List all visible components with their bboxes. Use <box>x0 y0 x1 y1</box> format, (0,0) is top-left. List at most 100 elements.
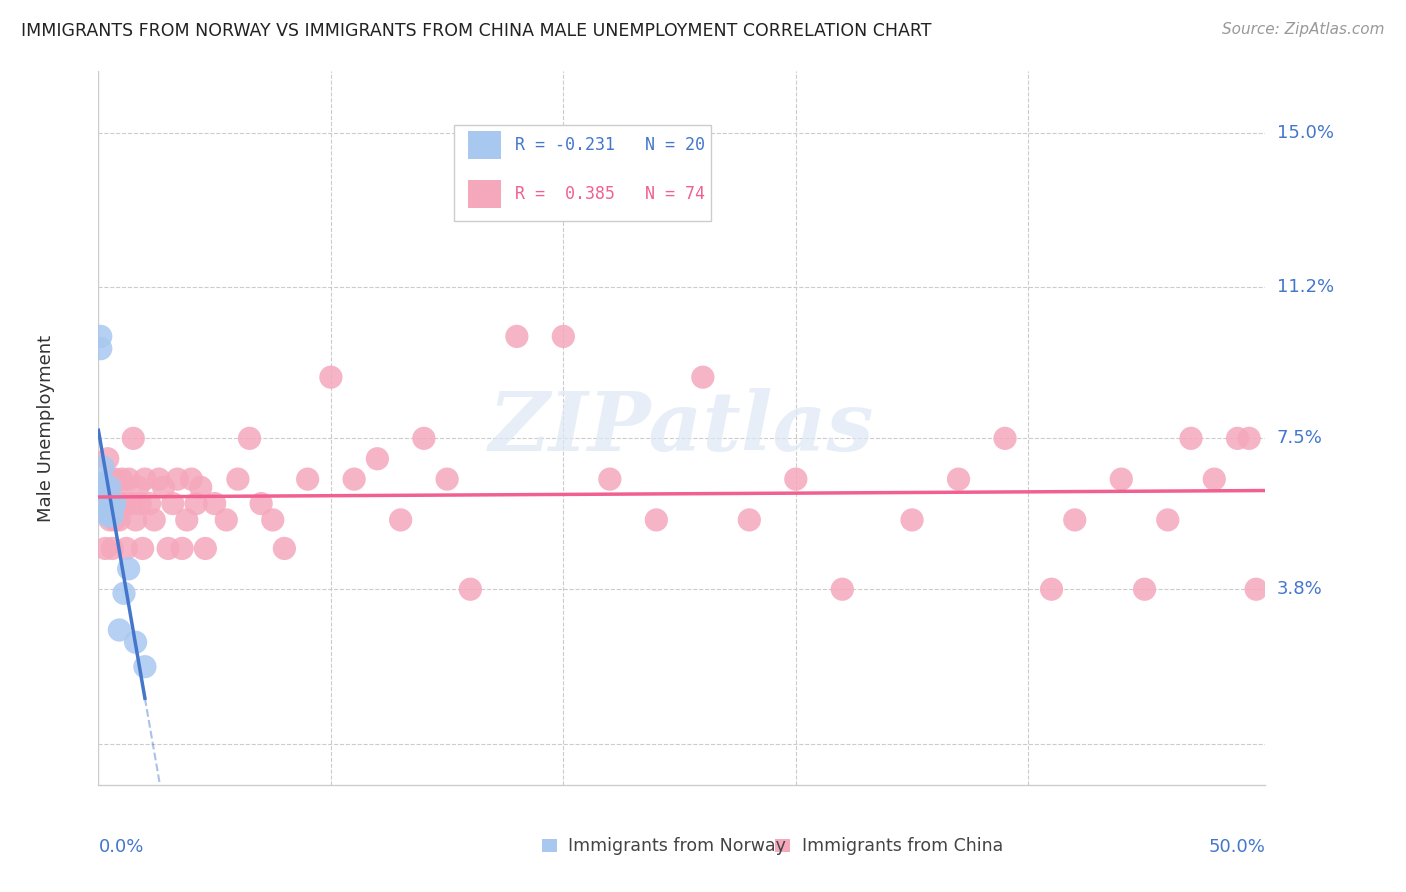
FancyBboxPatch shape <box>454 125 711 221</box>
Text: Immigrants from Norway: Immigrants from Norway <box>568 837 786 855</box>
Point <box>184 497 207 511</box>
Point <box>238 431 260 445</box>
Point <box>90 342 112 356</box>
Point <box>91 497 114 511</box>
Point <box>94 480 117 494</box>
Point <box>1244 582 1267 597</box>
Point <box>127 480 149 494</box>
Point <box>148 472 170 486</box>
Point <box>105 480 128 494</box>
FancyBboxPatch shape <box>468 131 501 159</box>
Text: 50.0%: 50.0% <box>1209 838 1265 856</box>
Point <box>138 497 160 511</box>
Point <box>343 472 366 486</box>
Point <box>101 541 124 556</box>
Point <box>1180 431 1202 445</box>
Point <box>112 497 135 511</box>
Point <box>157 541 180 556</box>
Point <box>117 562 139 576</box>
Point <box>172 541 194 556</box>
Point <box>98 497 121 511</box>
Point <box>98 513 121 527</box>
Point <box>180 472 202 486</box>
Point <box>105 497 128 511</box>
Point <box>98 472 121 486</box>
Point <box>645 513 668 527</box>
Point <box>250 497 273 511</box>
Text: 0.0%: 0.0% <box>98 838 143 856</box>
Point <box>97 497 120 511</box>
Point <box>553 329 575 343</box>
Point <box>122 431 145 445</box>
Point <box>111 472 134 486</box>
Point <box>117 472 139 486</box>
Point <box>166 472 188 486</box>
Point <box>599 472 621 486</box>
Point <box>1133 582 1156 597</box>
Point <box>91 476 114 491</box>
Text: R = -0.231   N = 20: R = -0.231 N = 20 <box>515 136 704 154</box>
Point <box>131 541 153 556</box>
Point <box>319 370 342 384</box>
Text: 11.2%: 11.2% <box>1277 278 1334 296</box>
Point <box>94 541 117 556</box>
Point <box>152 480 174 494</box>
Point <box>1109 472 1132 486</box>
Text: ZIPatlas: ZIPatlas <box>489 388 875 468</box>
FancyBboxPatch shape <box>541 839 557 852</box>
Point <box>994 431 1017 445</box>
Point <box>97 451 120 466</box>
Point <box>273 541 295 556</box>
Point <box>104 513 127 527</box>
Point <box>1204 472 1226 486</box>
Point <box>162 497 184 511</box>
Point <box>436 472 458 486</box>
Point <box>901 513 924 527</box>
Point <box>460 582 482 597</box>
Point <box>1226 431 1249 445</box>
Point <box>90 329 112 343</box>
Point <box>104 472 127 486</box>
Point <box>94 480 117 494</box>
FancyBboxPatch shape <box>468 180 501 209</box>
FancyBboxPatch shape <box>775 839 790 852</box>
Text: IMMIGRANTS FROM NORWAY VS IMMIGRANTS FROM CHINA MALE UNEMPLOYMENT CORRELATION CH: IMMIGRANTS FROM NORWAY VS IMMIGRANTS FRO… <box>21 22 932 40</box>
Point <box>176 513 198 527</box>
Point <box>112 586 135 600</box>
Point <box>194 541 217 556</box>
Point <box>1040 582 1063 597</box>
Point <box>94 488 117 502</box>
Text: Immigrants from China: Immigrants from China <box>801 837 1002 855</box>
Point <box>124 513 146 527</box>
Point <box>134 659 156 673</box>
Point <box>104 497 127 511</box>
Point <box>94 505 117 519</box>
Point <box>124 635 146 649</box>
Point <box>226 472 249 486</box>
Point <box>1157 513 1180 527</box>
Text: 7.5%: 7.5% <box>1277 429 1323 448</box>
Point <box>262 513 284 527</box>
Point <box>97 497 120 511</box>
Point <box>91 459 114 474</box>
Point <box>101 508 124 523</box>
Text: 3.8%: 3.8% <box>1277 580 1322 599</box>
Point <box>831 582 853 597</box>
Point <box>98 480 121 494</box>
Point <box>101 497 124 511</box>
Point <box>215 513 238 527</box>
Point <box>134 472 156 486</box>
Point <box>785 472 807 486</box>
Point <box>948 472 970 486</box>
Point <box>101 497 124 511</box>
Text: R =  0.385   N = 74: R = 0.385 N = 74 <box>515 186 704 203</box>
Point <box>108 623 131 637</box>
Point <box>1063 513 1085 527</box>
Point <box>204 497 226 511</box>
Point <box>389 513 412 527</box>
Point <box>129 497 152 511</box>
Point <box>692 370 714 384</box>
Point <box>738 513 761 527</box>
Point <box>412 431 434 445</box>
Point <box>115 541 138 556</box>
